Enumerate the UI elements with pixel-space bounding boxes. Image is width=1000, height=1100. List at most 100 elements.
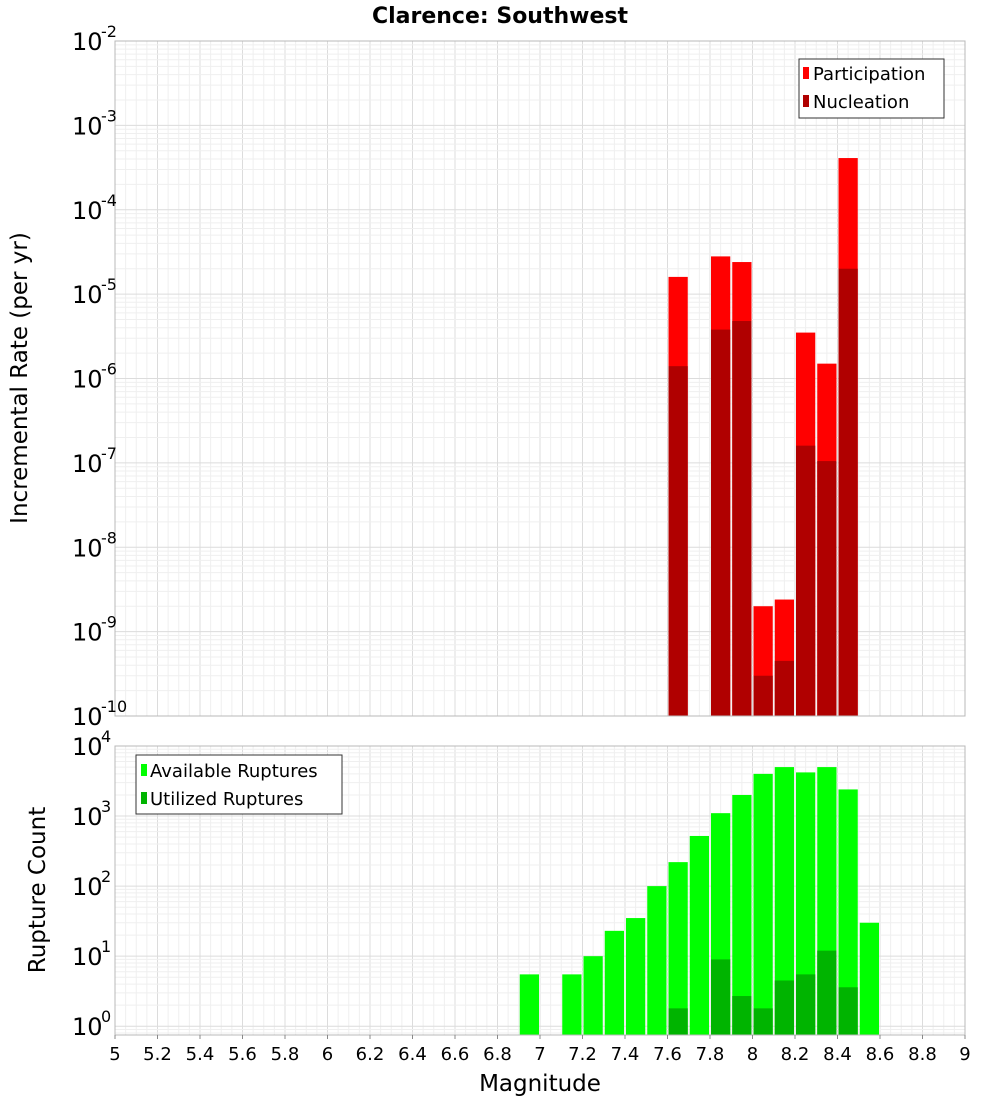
x-tick-label: 9 [959, 1044, 970, 1065]
rate-y-tick-label: 10 [72, 28, 103, 56]
rate-y-tick-exponent: -6 [101, 360, 117, 379]
count-bar-available-ruptures [796, 772, 816, 1035]
count-bar-available-ruptures [838, 789, 858, 1035]
count-y-tick-label: 10 [72, 733, 103, 761]
x-tick-label: 8.2 [781, 1044, 810, 1065]
count-y-tick-label: 10 [72, 943, 103, 971]
count-bar-available-ruptures [519, 974, 539, 1035]
rate-y-tick-label: 10 [72, 534, 103, 562]
x-tick-label: 5.2 [143, 1044, 172, 1065]
participation-legend-label: Participation [813, 64, 925, 85]
rate-y-tick-label: 10 [72, 281, 103, 309]
rate-y-tick-label: 10 [72, 197, 103, 225]
rate-plot-frame [114, 40, 966, 717]
chart-title: Clarence: Southwest [372, 4, 629, 29]
count-bar-available-ruptures [732, 794, 752, 1035]
x-tick-label: 6.2 [356, 1044, 385, 1065]
rate-y-tick-exponent: -10 [101, 697, 127, 716]
x-tick-label: 8.4 [823, 1044, 852, 1065]
count-bar-utilized-ruptures [732, 996, 752, 1035]
x-tick-label: 6.6 [441, 1044, 470, 1065]
nucleation-legend-swatch [803, 95, 809, 107]
count-bar-available-ruptures [859, 922, 879, 1035]
count-bar-available-ruptures [689, 835, 709, 1035]
x-tick-label: 8.8 [908, 1044, 937, 1065]
magnitude-x-ticks: 5 5.2 5.4 5.6 5.8 6 6.2 6.4 6.6 6.8 7 7.2 7.4 7.6 7.8 8… [109, 1035, 971, 1065]
rate-y-tick-label: 10 [72, 619, 103, 647]
count-y-tick-label: 10 [72, 1013, 103, 1041]
rate-bar-nucleation [838, 268, 858, 716]
available-ruptures-legend-label: Available Ruptures [150, 761, 318, 782]
rate-bar-nucleation [753, 675, 773, 716]
count-bar-available-ruptures [668, 862, 688, 1035]
x-tick-label: 6 [322, 1044, 333, 1065]
rate-legend: Participation Nucleation [798, 58, 945, 119]
x-tick-label: 7 [534, 1044, 545, 1065]
count-bar-utilized-ruptures [796, 974, 816, 1035]
utilized-ruptures-legend-label: Utilized Ruptures [150, 789, 303, 810]
count-y-tick-exponent: 0 [101, 1007, 111, 1026]
count-bar-utilized-ruptures [817, 950, 837, 1035]
rate-legend-box [798, 58, 945, 119]
rate-y-tick-exponent: -5 [101, 275, 117, 294]
count-bar-utilized-ruptures [838, 987, 858, 1035]
rate-y-tick-exponent: -3 [101, 106, 117, 125]
rate-bar-nucleation [732, 321, 752, 716]
x-tick-label: 6.8 [483, 1044, 512, 1065]
count-bar-available-ruptures [562, 974, 582, 1035]
count-y-tick-label: 10 [72, 873, 103, 901]
x-tick-label: 8 [747, 1044, 758, 1065]
nucleation-legend-label: Nucleation [813, 92, 909, 113]
count-bar-available-ruptures [604, 930, 624, 1035]
rate-y-tick-label: 10 [72, 366, 103, 394]
rate-bar-nucleation [796, 445, 816, 716]
rate-bar-nucleation [711, 329, 731, 716]
count-bar-available-ruptures [583, 956, 603, 1035]
magnitude-axis-label: Magnitude [479, 1071, 601, 1097]
count-y-tick-label: 10 [72, 803, 103, 831]
count-y-axis-label: Rupture Count [25, 807, 51, 973]
participation-legend-swatch [803, 67, 809, 79]
rate-y-tick-exponent: -7 [101, 444, 117, 463]
x-tick-label: 7.2 [568, 1044, 597, 1065]
x-tick-label: 5.6 [228, 1044, 257, 1065]
count-bar-utilized-ruptures [753, 1008, 773, 1035]
count-bar-available-ruptures [753, 773, 773, 1035]
count-y-tick-exponent: 4 [101, 727, 111, 746]
x-tick-label: 5.8 [271, 1044, 300, 1065]
rate-y-axis-label: Incremental Rate (per yr) [7, 232, 33, 524]
rate-bars [668, 158, 858, 716]
count-bars [519, 767, 879, 1035]
count-y-tick-exponent: 1 [101, 937, 111, 956]
utilized-ruptures-legend-swatch [141, 792, 147, 804]
count-y-tick-exponent: 2 [101, 867, 111, 886]
x-tick-label: 5.4 [186, 1044, 215, 1065]
rate-y-tick-label: 10 [72, 112, 103, 140]
x-tick-label: 5 [109, 1044, 120, 1065]
count-bar-available-ruptures [774, 767, 794, 1035]
rate-y-tick-label: 10 [72, 703, 103, 731]
rate-grid [114, 40, 966, 717]
x-tick-label: 8.6 [866, 1044, 895, 1065]
count-bar-utilized-ruptures [774, 980, 794, 1035]
count-bar-available-ruptures [647, 886, 667, 1035]
rate-y-tick-exponent: -8 [101, 528, 117, 547]
rate-y-tick-label: 10 [72, 450, 103, 478]
rate-bar-nucleation [774, 660, 794, 716]
rate-bar-nucleation [668, 366, 688, 716]
rate-y-tick-exponent: -4 [101, 191, 117, 210]
available-ruptures-legend-swatch [141, 764, 147, 776]
rate-bar-nucleation [817, 461, 837, 716]
count-bar-utilized-ruptures [668, 1008, 688, 1035]
x-tick-label: 6.4 [398, 1044, 427, 1065]
x-tick-label: 7.4 [611, 1044, 640, 1065]
count-bar-available-ruptures [626, 918, 646, 1035]
count-bar-utilized-ruptures [711, 959, 731, 1035]
rate-y-tick-exponent: -9 [101, 613, 117, 632]
rate-y-tick-exponent: -2 [101, 22, 117, 41]
